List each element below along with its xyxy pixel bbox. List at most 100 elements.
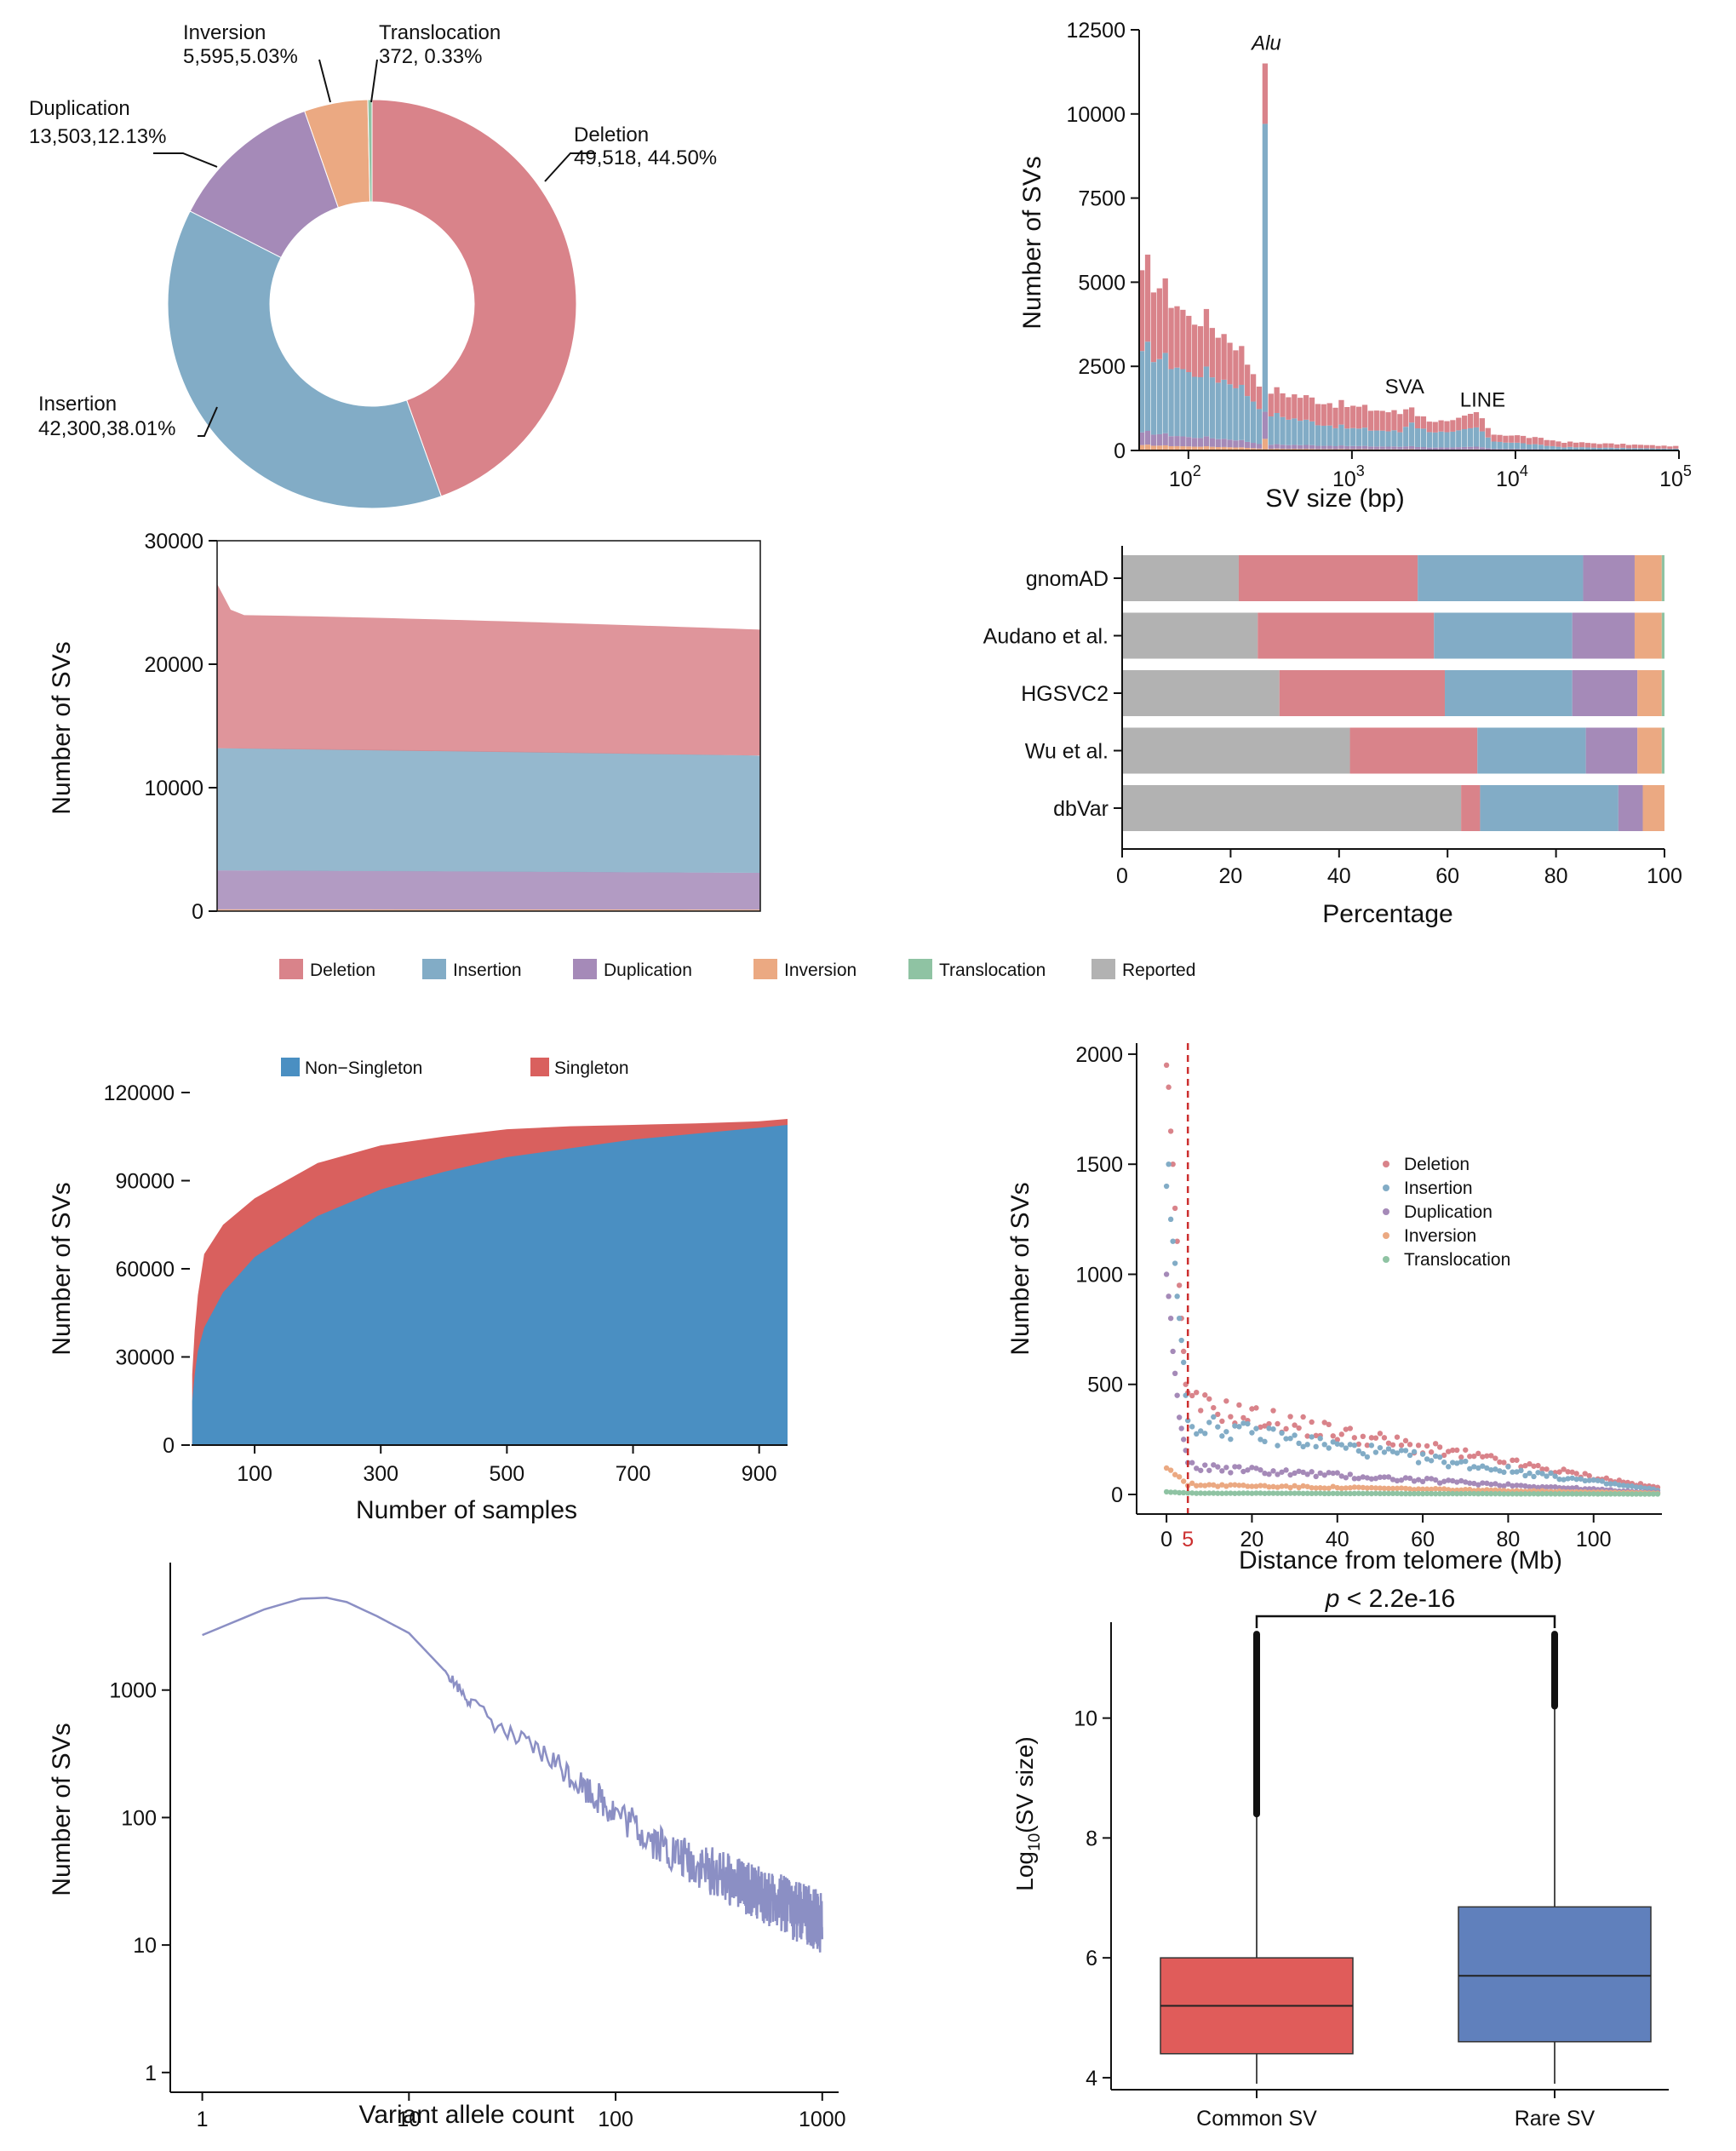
telo-point-deletion: [1194, 1389, 1200, 1396]
boxplot-marks: [1160, 1615, 1652, 2084]
size-bar-duplication: [1321, 445, 1326, 450]
size-bar-deletion: [1625, 445, 1632, 449]
telo-point-deletion: [1467, 1454, 1473, 1460]
telo-point-duplication: [1258, 1467, 1263, 1473]
size-bar-inversion: [1256, 448, 1263, 450]
telo-point-inversion: [1180, 1478, 1187, 1484]
telo-point-translocation: [1432, 1490, 1439, 1497]
telo-point-deletion: [1501, 1460, 1507, 1466]
telo-point-duplication: [1170, 1348, 1176, 1355]
telo-point-duplication: [1300, 1469, 1306, 1476]
size-bar-insertion: [1631, 448, 1638, 450]
size-bar-insertion: [1596, 447, 1602, 450]
telo-point-duplication: [1347, 1471, 1354, 1477]
telo-point-insertion: [1522, 1472, 1528, 1479]
discovery-y-tick-label: 120000: [104, 1081, 175, 1105]
telo-point-duplication: [1338, 1473, 1344, 1479]
size-bar-deletion: [1221, 334, 1227, 380]
telo-point-translocation: [1347, 1490, 1354, 1497]
size-bar-duplication: [1221, 439, 1227, 447]
telo-legend-insertion: Insertion: [1404, 1179, 1473, 1198]
size-bar-duplication: [1150, 434, 1157, 446]
size-bar-insertion: [1479, 431, 1485, 448]
allele-count-line: [202, 1597, 824, 1953]
telo-point-translocation: [1330, 1490, 1336, 1496]
size-bar-duplication: [1326, 445, 1332, 450]
telo-point-translocation: [1612, 1491, 1619, 1497]
size-bar-deletion: [1156, 288, 1162, 359]
pie-label-translocation-name: Translocation: [379, 21, 501, 44]
size-bar-duplication: [1355, 445, 1362, 450]
telo-point-translocation: [1539, 1490, 1545, 1497]
telo-point-deletion: [1296, 1425, 1302, 1431]
telo-point-inversion: [1232, 1482, 1238, 1488]
size-bar-duplication: [1391, 446, 1397, 450]
telo-point-inversion: [1163, 1465, 1170, 1471]
telo-point-insertion: [1607, 1481, 1614, 1487]
telo-point-insertion: [1484, 1465, 1490, 1471]
telo-point-inversion: [1309, 1484, 1315, 1491]
size-bar-duplication: [1286, 445, 1292, 450]
legend-swatch-reported: [1091, 959, 1115, 979]
telo-point-insertion: [1428, 1458, 1435, 1464]
telo-point-inversion: [1270, 1483, 1276, 1490]
db-bar-deletion: [1279, 670, 1446, 716]
telo-point-translocation: [1304, 1490, 1310, 1496]
telo-point-insertion: [1317, 1436, 1323, 1442]
size-bar-deletion: [1150, 292, 1157, 363]
telo-point-duplication: [1309, 1469, 1315, 1475]
telo-x-tick-label: 0: [1160, 1528, 1172, 1552]
size-bar-duplication: [1215, 439, 1221, 448]
telo-point-translocation: [1202, 1490, 1208, 1496]
size-bar-inversion: [1180, 446, 1186, 450]
pie-label-insertion-value: 42,300,38.01%: [38, 417, 175, 440]
telo-point-translocation: [1270, 1490, 1276, 1496]
telo-point-insertion: [1501, 1469, 1507, 1476]
telo-point-duplication: [1510, 1483, 1515, 1489]
size-bar-insertion: [1303, 419, 1309, 445]
telo-point-insertion: [1419, 1451, 1426, 1457]
size-bar-insertion: [1192, 376, 1198, 439]
db-bar-insertion: [1480, 785, 1619, 831]
allele-axes: 1 10 100 1000 1 10 100 1000: [109, 1563, 846, 2131]
db-bar-insertion: [1445, 670, 1573, 716]
size-bar-insertion: [1614, 448, 1620, 450]
size-bar-inversion: [1192, 446, 1198, 450]
telo-point-inversion: [1275, 1484, 1281, 1490]
size-bar-inversion: [1274, 448, 1280, 450]
size-bar-insertion: [1426, 432, 1432, 448]
size-bar-duplication: [1233, 440, 1239, 448]
telo-point-deletion: [1163, 1062, 1170, 1069]
size-bar-deletion: [1573, 442, 1579, 448]
telo-point-insertion: [1552, 1473, 1558, 1479]
telo-point-translocation: [1514, 1491, 1520, 1497]
telo-point-inversion: [1368, 1484, 1375, 1491]
telo-point-inversion: [1211, 1482, 1217, 1488]
donut-slice-deletion: [371, 99, 577, 497]
size-bar-insertion: [1162, 353, 1168, 433]
telo-point-deletion: [1313, 1432, 1319, 1439]
db-bar-inversion: [1637, 670, 1662, 716]
size-bar-deletion: [1197, 326, 1204, 377]
telo-point-insertion: [1527, 1470, 1533, 1477]
telo-point-duplication: [1253, 1466, 1259, 1471]
telo-point-deletion: [1561, 1466, 1567, 1472]
telo-point-insertion: [1599, 1478, 1605, 1484]
telo-point-duplication: [1445, 1477, 1452, 1483]
telo-point-translocation: [1603, 1491, 1609, 1497]
telomere-y-axis-label: Number of SVs: [1006, 1182, 1034, 1355]
size-bar-inversion: [1280, 448, 1286, 450]
size-bar-duplication: [1450, 447, 1456, 450]
telo-point-insertion: [1458, 1459, 1464, 1465]
telo-point-deletion: [1360, 1433, 1366, 1440]
size-bar-insertion: [1491, 441, 1497, 450]
telo-point-insertion: [1394, 1450, 1401, 1456]
legend-label-insertion: Insertion: [453, 961, 522, 980]
telo-point-insertion: [1240, 1420, 1246, 1426]
telo-point-inversion: [1445, 1487, 1452, 1493]
size-bar-insertion: [1298, 421, 1303, 445]
telo-point-deletion: [1471, 1453, 1477, 1460]
telo-point-insertion: [1629, 1483, 1636, 1489]
telo-point-inversion: [1258, 1483, 1263, 1488]
size-bar-insertion: [1245, 396, 1251, 442]
